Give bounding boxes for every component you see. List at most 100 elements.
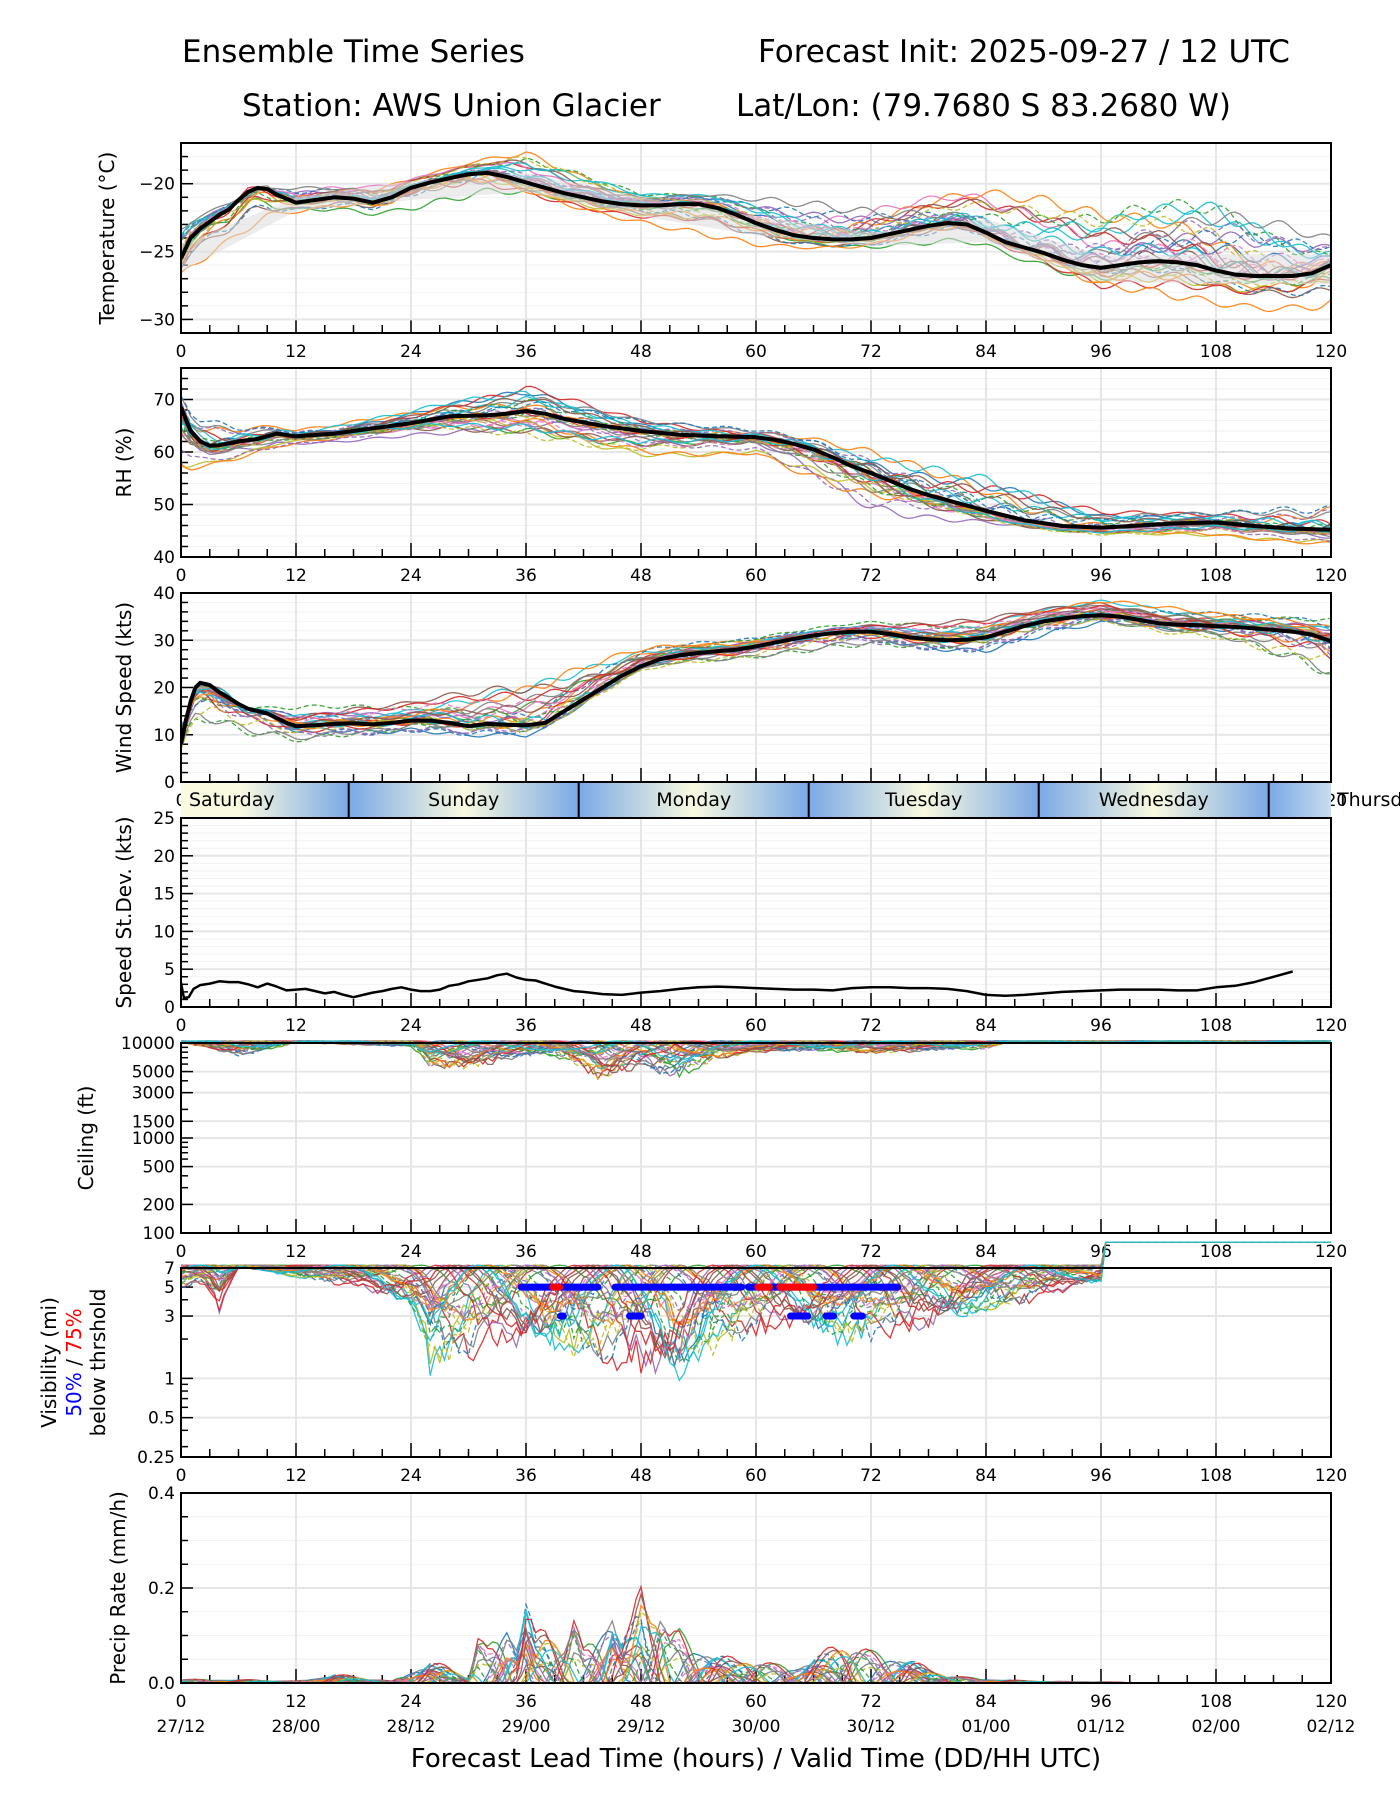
x-tick-label: 84	[975, 1016, 997, 1036]
x-tick-label: 120	[1315, 1242, 1347, 1262]
x-tick-label: 60	[745, 566, 767, 586]
day-segment	[1038, 783, 1269, 817]
ensemble-member-line	[181, 1241, 1331, 1337]
x-tick-label: 108	[1200, 342, 1232, 362]
ensemble-member-line	[181, 175, 1331, 313]
x-tick-label-date: 28/12	[387, 1717, 436, 1737]
y-tick-label: 10	[153, 726, 175, 746]
y-axis-label: Precip Rate (mm/h)	[106, 1491, 130, 1685]
ensemble-member-line	[181, 401, 1331, 529]
x-tick-label: 36	[515, 1242, 537, 1262]
axes-frame	[180, 1042, 1332, 1234]
x-tick-label: 108	[1200, 1016, 1232, 1036]
x-tick-label: 48	[630, 342, 652, 362]
x-tick-label: 72	[860, 1466, 882, 1486]
x-tick-label-date: 30/00	[732, 1717, 781, 1737]
y-tick-label: 0.5	[148, 1409, 175, 1429]
day-label: Thursday	[1336, 789, 1400, 811]
day-label: Monday	[656, 789, 731, 811]
axes-frame	[180, 592, 1332, 783]
day-band: Saturday Sunday Monday Tuesday Wednesday Thur…	[181, 783, 1400, 817]
y-tick-label: 500	[143, 1158, 175, 1178]
x-tick-label-date: 29/00	[502, 1717, 551, 1737]
y-axis-label: Speed St.Dev. (kts)	[112, 816, 136, 1008]
y-tick-label: 70	[153, 391, 175, 411]
plot-area	[181, 151, 1331, 313]
x-tick-label: 96	[1090, 1242, 1112, 1262]
y-axis-label: Temperature (°C)	[95, 152, 119, 326]
y-tick-label: 200	[143, 1195, 175, 1215]
y-tick-label: 25	[153, 809, 175, 829]
plot-area	[181, 599, 1331, 750]
x-tick-label: 72	[860, 1016, 882, 1036]
day-label: Wednesday	[1099, 789, 1209, 811]
y-tick-label: 100	[143, 1224, 175, 1244]
ensemble-mean-line	[181, 406, 1331, 532]
ensemble-mean-line	[181, 613, 1331, 745]
ensemble-member-line	[181, 607, 1331, 745]
day-label: Saturday	[189, 789, 275, 811]
x-tick-label: 0	[176, 1016, 187, 1036]
y-tick-label: 1000	[132, 1129, 175, 1149]
day-segment	[348, 783, 579, 817]
y-tick-label: 1	[164, 1369, 175, 1389]
x-tick-label: 24	[400, 1466, 422, 1486]
pct-separator: /	[62, 1353, 86, 1372]
x-tick-label-date: 01/12	[1077, 1717, 1126, 1737]
y-axis-label-pct: 50% / 75%	[62, 1308, 86, 1416]
y-tick-label: 0	[164, 998, 175, 1018]
panel-wind_speed: 01020304001224364860728496108120Wind Spe…	[112, 584, 1347, 811]
x-tick-label: 72	[860, 566, 882, 586]
y-tick-label: −30	[139, 310, 175, 330]
x-tick-label: 0	[176, 1692, 187, 1712]
x-tick-label: 12	[285, 1016, 307, 1036]
x-tick-label: 12	[285, 1466, 307, 1486]
y-axis-label-sub: below thrshold	[86, 1289, 110, 1437]
ensemble-member-line	[181, 407, 1331, 535]
y-axis-label: Visibility (mi)	[37, 1297, 61, 1428]
x-tick-label: 36	[515, 1466, 537, 1486]
x-tick-label: 48	[630, 566, 652, 586]
x-tick-label: 96	[1090, 1466, 1112, 1486]
day-segment	[578, 783, 809, 817]
x-tick-label: 60	[745, 1692, 767, 1712]
day-segment	[1268, 783, 1331, 817]
x-tick-label: 24	[400, 1692, 422, 1712]
x-tick-label: 48	[630, 1242, 652, 1262]
x-tick-label: 72	[860, 1692, 882, 1712]
y-tick-label: 30	[153, 631, 175, 651]
title-left: Ensemble Time Series	[182, 34, 525, 70]
panel-precip_rate: 0.0 0.2 0.4 0 27/12 12 28/00 24 28/12 36 29/00 48 29…	[106, 1484, 1356, 1774]
x-tick-label: 108	[1200, 1692, 1232, 1712]
y-tick-label: 3000	[132, 1084, 175, 1104]
y-tick-label: 50	[153, 496, 175, 516]
x-tick-label-date: 30/12	[847, 1717, 896, 1737]
ensemble-mean-line	[181, 170, 1331, 278]
x-tick-label: 12	[285, 1242, 307, 1262]
x-tick-label: 36	[515, 1692, 537, 1712]
x-tick-label: 0	[176, 342, 187, 362]
x-tick-label: 24	[400, 566, 422, 586]
y-tick-label: 40	[153, 584, 175, 604]
panel-temperature: −30 −25 −20 0 12 24 36 48 60 72 84 96 108 120 Temperat…	[95, 142, 1347, 362]
y-tick-label: 7	[164, 1259, 175, 1279]
y-tick-label: 0	[164, 773, 175, 793]
ensemble-member-line	[181, 1241, 1331, 1382]
pct50-label: 50%	[62, 1372, 86, 1416]
x-tick-label: 96	[1090, 566, 1112, 586]
axes-frame	[180, 1267, 1332, 1458]
x-tick-label: 36	[515, 566, 537, 586]
axes-frame	[180, 817, 1332, 1008]
x-tick-label-date: 27/12	[157, 1717, 206, 1737]
y-tick-label: −25	[139, 243, 175, 263]
x-tick-label: 12	[285, 566, 307, 586]
stdev-line	[181, 970, 1294, 1000]
x-tick-label: 84	[975, 1242, 997, 1262]
y-tick-label: 0.4	[148, 1484, 175, 1504]
axes-frame	[180, 367, 1332, 558]
axes-frame	[180, 1492, 1332, 1684]
x-tick-label: 24	[400, 342, 422, 362]
x-tick-label: 120	[1315, 1466, 1347, 1486]
panel-speed_stdev: 0 5 10 15 20 25 0 12 24 36 48 60 72 84 96 108 120 Speed S…	[112, 809, 1347, 1036]
